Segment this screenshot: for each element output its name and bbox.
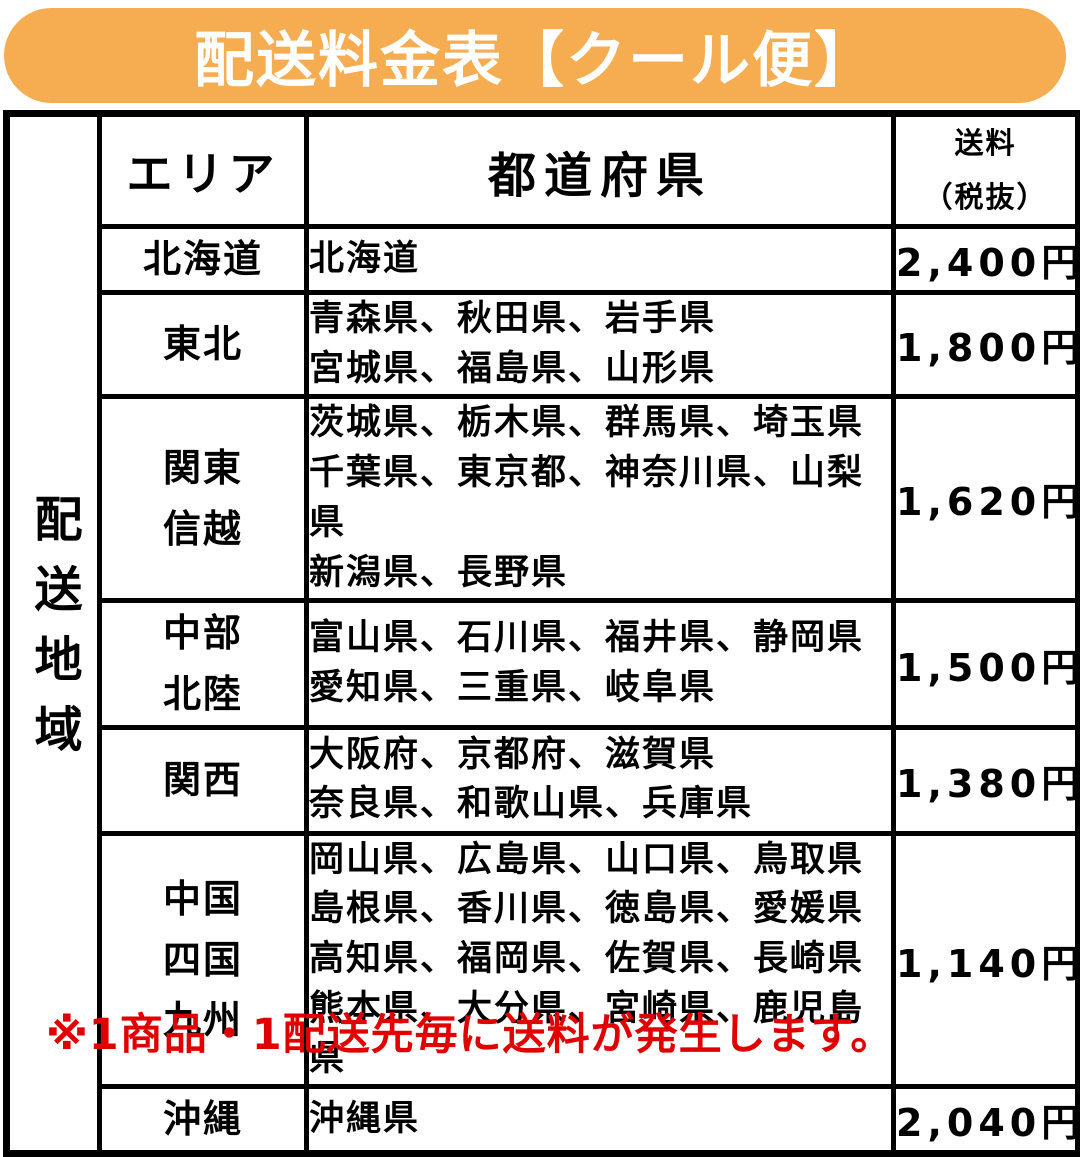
- page-title: 配送料金表【クール便】: [194, 26, 876, 96]
- area-cell: 東北: [97, 290, 309, 400]
- prefectures-cell: 青森県、秋田県、岩手県 宮城県、福島県、山形県: [304, 290, 896, 400]
- fee-cell: 1,140円: [891, 830, 1080, 1090]
- prefectures-cell: 北海道: [304, 224, 896, 296]
- title-banner: 配送料金表【クール便】: [4, 8, 1066, 103]
- fee-cell: 2,400円: [891, 224, 1080, 296]
- fee-cell: 2,040円: [891, 1084, 1080, 1157]
- fee-cell: 1,620円: [891, 394, 1080, 604]
- region-axis-cell: 配送地域: [4, 110, 102, 1157]
- area-cell: 関西: [97, 724, 309, 836]
- prefectures-cell: 岡山県、広島県、山口県、鳥取県 島根県、香川県、徳島県、愛媛県 高知県、福岡県、…: [304, 830, 896, 1090]
- table-row: 関東 信越 茨城県、栃木県、群馬県、埼玉県 千葉県、東京都、神奈川県、山梨県 新…: [7, 394, 1080, 604]
- prefectures-cell: 沖縄県: [304, 1084, 896, 1157]
- column-header-fee: 送料 （税抜）: [891, 110, 1080, 230]
- table-row: 関西 大阪府、京都府、滋賀県 奈良県、和歌山県、兵庫県 1,380円: [7, 724, 1080, 836]
- table-row: 東北 青森県、秋田県、岩手県 宮城県、福島県、山形県 1,800円: [7, 290, 1080, 400]
- table-row: 中国 四国 九州 岡山県、広島県、山口県、鳥取県 島根県、香川県、徳島県、愛媛県…: [7, 830, 1080, 1090]
- fee-cell: 1,500円: [891, 598, 1080, 730]
- area-cell: 中部 北陸: [97, 598, 309, 730]
- prefectures-cell: 富山県、石川県、福井県、静岡県 愛知県、三重県、岐阜県: [304, 598, 896, 730]
- table-header-row: 配送地域 エリア 都道府県 送料 （税抜）: [4, 110, 1080, 1157]
- column-header-area: エリア: [97, 110, 309, 230]
- prefectures-cell: 茨城県、栃木県、群馬県、埼玉県 千葉県、東京都、神奈川県、山梨県 新潟県、長野県: [304, 394, 896, 604]
- fee-cell: 1,800円: [891, 290, 1080, 400]
- table-row: 中部 北陸 富山県、石川県、福井県、静岡県 愛知県、三重県、岐阜県 1,500円: [7, 598, 1080, 730]
- table-row: 沖縄 沖縄県 2,040円: [7, 1084, 1080, 1157]
- area-cell: 北海道: [97, 224, 309, 296]
- fee-cell: 1,380円: [891, 724, 1080, 836]
- area-cell: 沖縄: [97, 1084, 309, 1157]
- region-axis-label: 配送地域: [25, 493, 82, 774]
- column-header-prefectures: 都道府県: [304, 110, 896, 230]
- area-cell: 関東 信越: [97, 394, 309, 604]
- footnote: ※1商品・1配送先毎に送料が発生します。: [46, 1010, 895, 1060]
- page-background: { "banner": { "title": "配送料金表【クール便】", "b…: [3, 8, 1080, 1157]
- prefectures-cell: 大阪府、京都府、滋賀県 奈良県、和歌山県、兵庫県: [304, 724, 896, 836]
- table-row: 北海道 北海道 2,400円: [7, 224, 1080, 296]
